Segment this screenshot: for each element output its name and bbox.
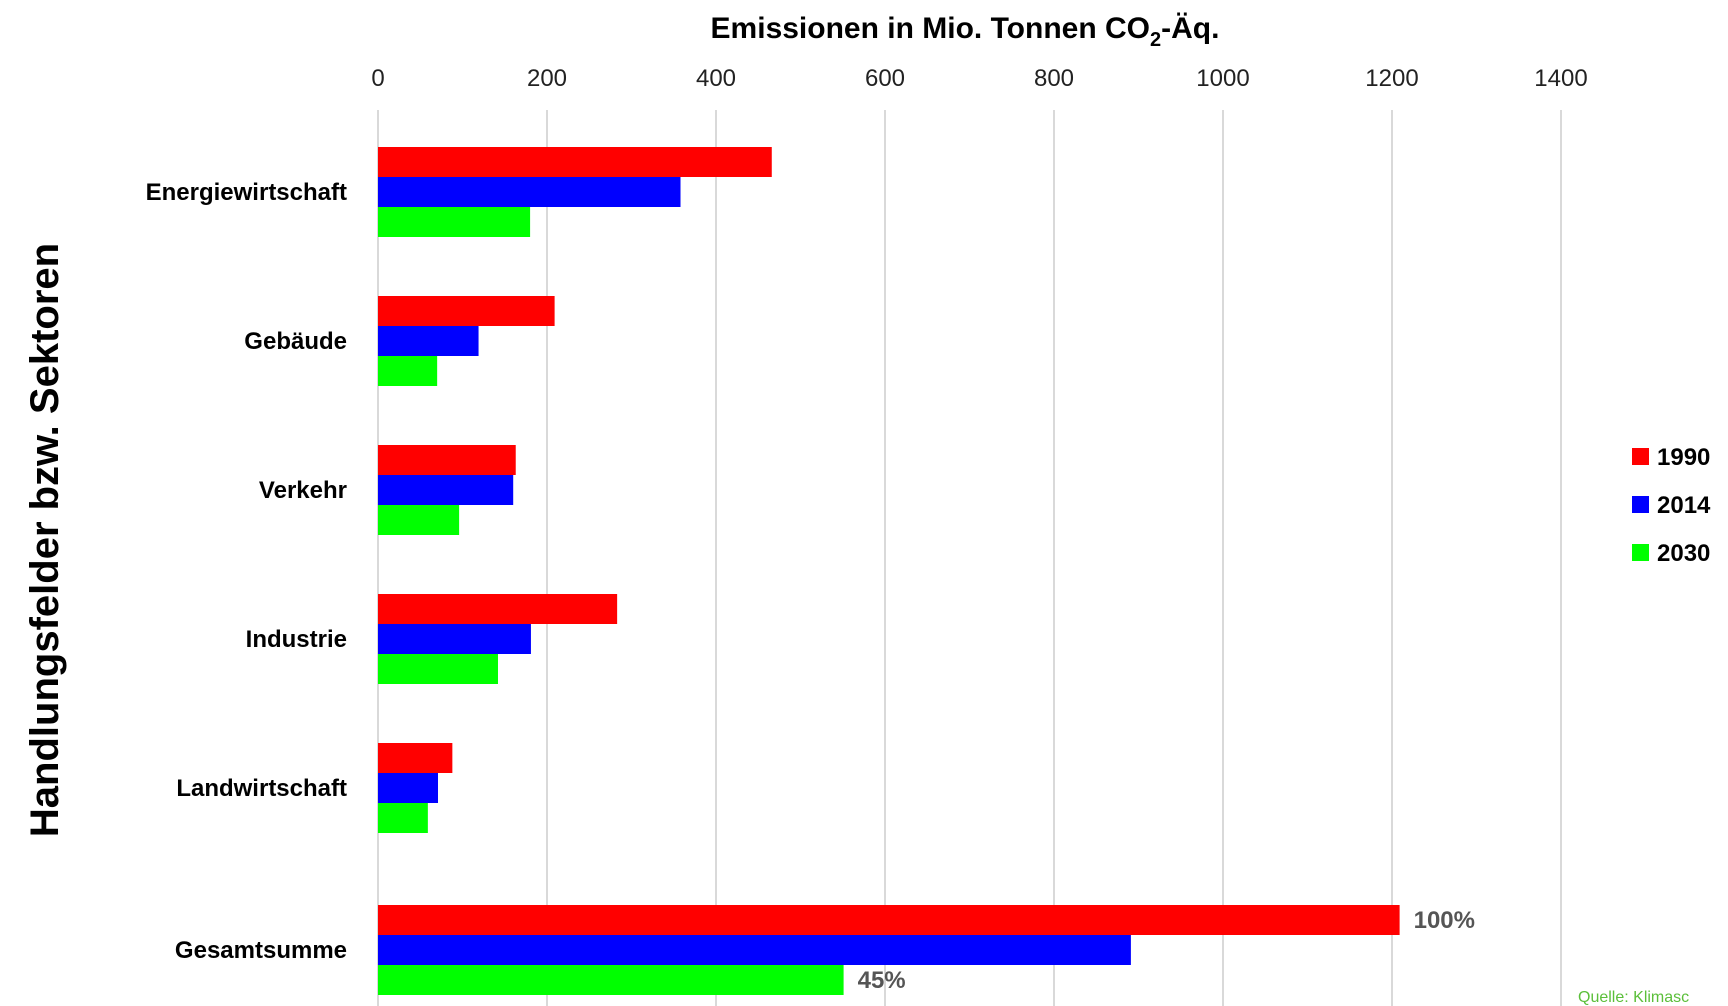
bar-2030 xyxy=(378,803,428,833)
chart-title-suffix: -Äq. xyxy=(1161,12,1219,45)
bar-2014 xyxy=(378,773,438,803)
category-label: Energiewirtschaft xyxy=(146,179,347,206)
legend-swatch-1990 xyxy=(1632,448,1649,465)
category-label: Verkehr xyxy=(259,477,347,504)
category-label: Industrie xyxy=(246,626,347,653)
x-tick-label: 200 xyxy=(527,65,567,92)
category-label: Gebäude xyxy=(244,328,347,355)
x-tick-label: 600 xyxy=(865,65,905,92)
bar-2030 xyxy=(378,505,460,535)
bar-2014 xyxy=(378,475,514,505)
x-tick-label: 800 xyxy=(1034,65,1074,92)
gridlines xyxy=(377,110,1562,1006)
bar-2030 xyxy=(378,965,844,995)
x-tick-label: 0 xyxy=(371,65,384,92)
x-tick-label: 1400 xyxy=(1534,65,1587,92)
chart-title: Emissionen in Mio. Tonnen CO2-Äq. xyxy=(711,12,1220,51)
legend-swatch-2014 xyxy=(1632,496,1649,513)
bar-2014 xyxy=(378,326,479,356)
x-tick-label: 1000 xyxy=(1196,65,1249,92)
bar-2030 xyxy=(378,356,438,386)
category-label: Gesamtsumme xyxy=(175,937,347,964)
category-labels: Energiewirtschaft Gebäude Verkehr Industrie… xyxy=(146,179,347,964)
category-label: Landwirtschaft xyxy=(176,775,347,802)
legend: 1990 2014 2030 xyxy=(1632,444,1711,567)
legend-label: 2030 xyxy=(1657,540,1710,567)
bar-2014 xyxy=(378,935,1131,965)
bar-1990 xyxy=(378,743,453,773)
data-label: 45% xyxy=(858,967,906,994)
data-labels: 100% 45% xyxy=(858,907,1475,994)
bar-2014 xyxy=(378,624,531,654)
x-axis-ticks: 0 200 400 600 800 1000 1200 1400 xyxy=(371,65,1587,92)
bar-1990 xyxy=(378,296,555,326)
chart-title-subscript: 2 xyxy=(1150,29,1161,51)
bars xyxy=(378,147,1400,995)
y-axis-label: Handlungsfelder bzw. Sektoren xyxy=(23,243,67,837)
bar-1990 xyxy=(378,147,772,177)
bar-2030 xyxy=(378,654,498,684)
legend-label: 2014 xyxy=(1657,492,1711,519)
bar-2014 xyxy=(378,177,681,207)
legend-label: 1990 xyxy=(1657,444,1710,471)
legend-swatch-2030 xyxy=(1632,544,1649,561)
bar-1990 xyxy=(378,445,516,475)
x-tick-label: 1200 xyxy=(1365,65,1418,92)
data-label: 100% xyxy=(1414,907,1475,934)
bar-1990 xyxy=(378,594,618,624)
x-tick-label: 400 xyxy=(696,65,736,92)
source-note: Quelle: Klimasc xyxy=(1578,989,1689,1006)
bar-2030 xyxy=(378,207,531,237)
chart-title-main: Emissionen in Mio. Tonnen CO xyxy=(711,12,1150,45)
bar-1990 xyxy=(378,905,1400,935)
